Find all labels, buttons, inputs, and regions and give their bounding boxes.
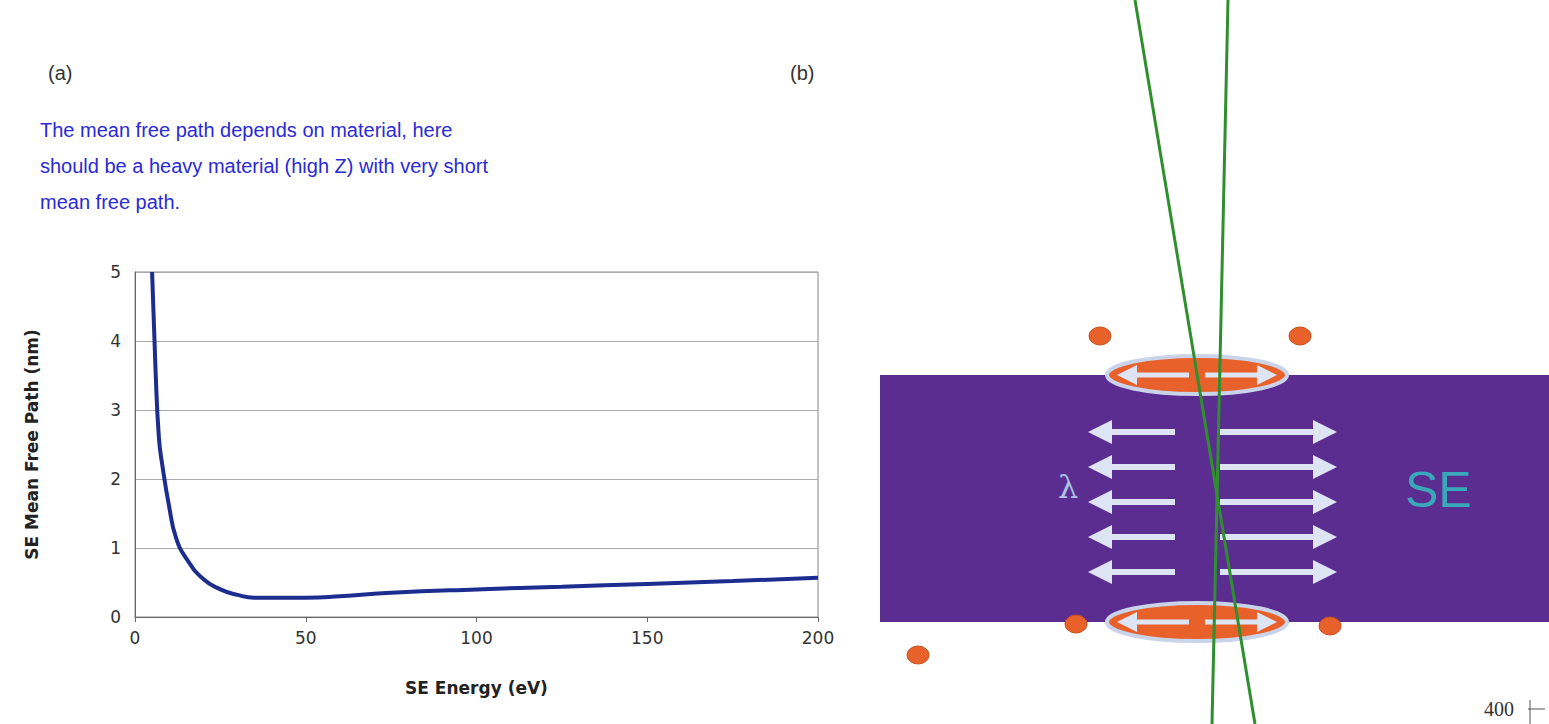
html-text:(a): (a)	[48, 62, 73, 84]
svg-text:SE Mean Free Path (nm): SE Mean Free Path (nm)	[22, 329, 42, 560]
svg-text:200: 200	[802, 628, 834, 648]
svg-text:0: 0	[130, 628, 141, 648]
html-text:(b): (b)	[790, 62, 815, 84]
svg-text:150: 150	[631, 628, 663, 648]
svg-text:5: 5	[110, 262, 121, 282]
html-text:mean free path.: mean free path.	[40, 191, 181, 213]
svg-text:0: 0	[110, 607, 121, 627]
svg-text:SE Energy (eV): SE Energy (eV)	[405, 678, 548, 698]
svg-text:SE: SE	[1405, 462, 1472, 518]
svg-text:100: 100	[460, 628, 492, 648]
svg-text:4: 4	[110, 331, 121, 351]
svg-text:400: 400	[1484, 698, 1514, 720]
svg-text:λ: λ	[1058, 468, 1078, 506]
svg-text:3: 3	[110, 400, 121, 420]
html-text:should be a heavy material (hi: should be a heavy material (high Z) with…	[40, 155, 488, 177]
svg-text:2: 2	[110, 469, 121, 489]
html-text:The mean free path depends on: The mean free path depends on material, …	[40, 119, 453, 141]
svg-text:1: 1	[110, 538, 121, 558]
svg-text:50: 50	[295, 628, 317, 648]
